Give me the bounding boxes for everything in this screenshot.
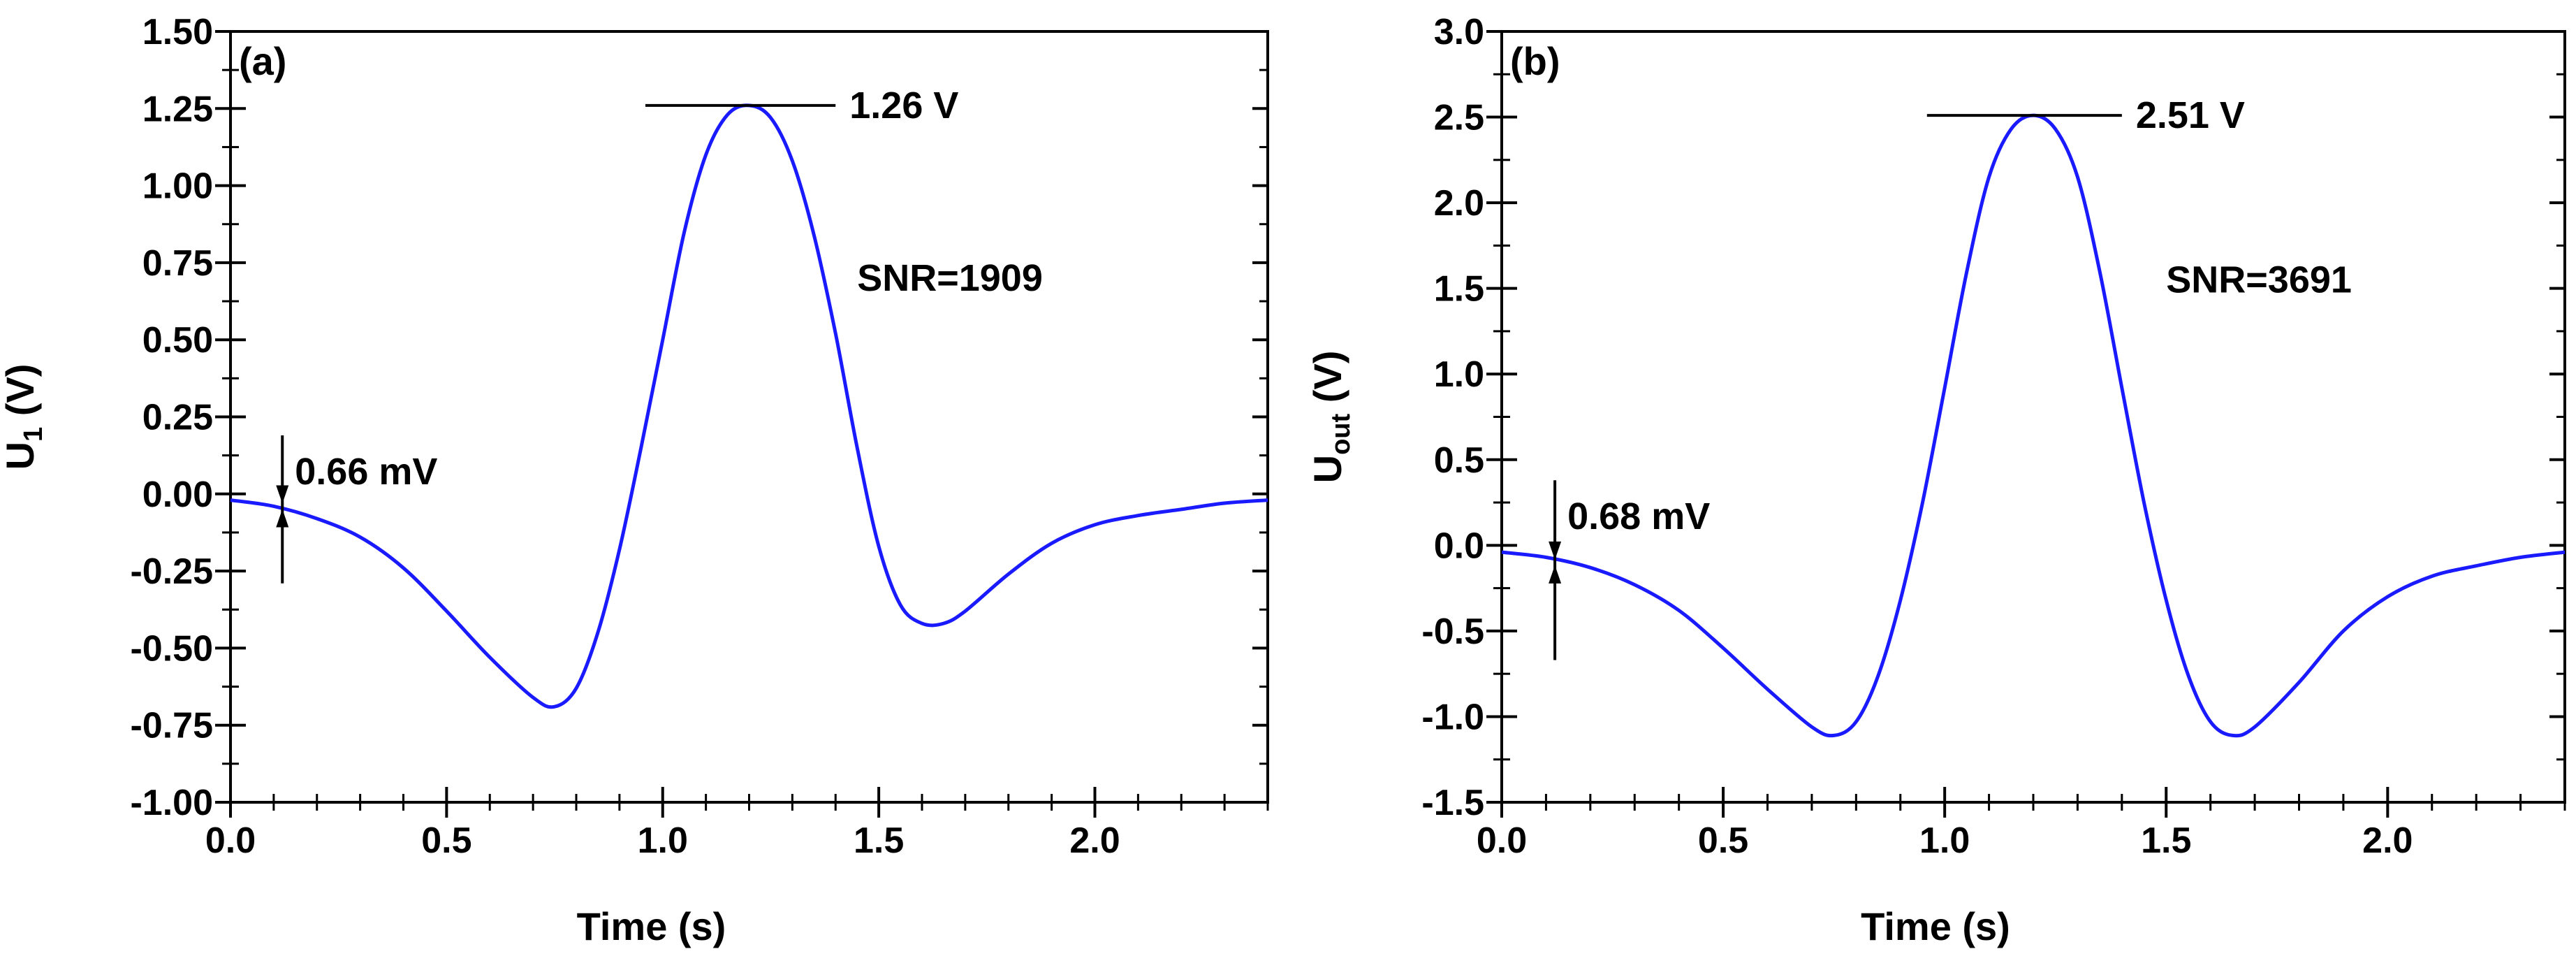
y-axis-title-unit: (V)	[1305, 351, 1349, 414]
y-tick-label: 2.0	[1434, 183, 1484, 224]
y-tick-label: 1.00	[142, 166, 213, 207]
y-axis-title-main: U	[1305, 455, 1349, 483]
noise-label: 0.66 mV	[295, 451, 437, 493]
y-tick-label: 1.5	[1434, 269, 1484, 310]
plot-frame	[1500, 30, 2566, 804]
x-tick-label: 0.0	[1477, 820, 1527, 861]
noise-arrow-down	[1549, 541, 1562, 560]
series-line-U1	[230, 103, 1268, 709]
y-axis-title-subscript: out	[1326, 413, 1356, 454]
plot-frame	[229, 30, 1269, 804]
y-axis-title: Uout (V)	[1305, 351, 1356, 484]
y-tick-label: 1.50	[142, 12, 213, 52]
y-axis-title: U1 (V)	[0, 364, 48, 470]
series-line-Uout	[1501, 113, 2566, 738]
chart-panel-b: 0.0 0.5 1.0 1.5 2.0 -1.5 -1.0 -0.5 0.0 0.5 1.0 1.5 2…	[1305, 12, 2566, 948]
y-tick-label: -0.5	[1421, 611, 1484, 652]
y-tick-label: 3.0	[1434, 12, 1484, 52]
x-tick-label: 2.0	[2362, 820, 2413, 861]
y-tick-label: 0.0	[1434, 526, 1484, 566]
y-tick-label: 0.00	[142, 475, 213, 515]
y-tick-label: 1.25	[142, 89, 213, 129]
y-axis-title-unit: (V)	[0, 364, 42, 427]
x-tick-label: 1.5	[854, 820, 904, 861]
x-tick-label: 1.0	[638, 820, 688, 861]
x-axis-title: Time (s)	[1861, 904, 2010, 948]
y-tick-label: 2.5	[1434, 98, 1484, 138]
noise-arrow-up	[276, 509, 289, 528]
y-tick-label: -0.25	[130, 551, 213, 592]
noise-arrow-up	[1549, 565, 1562, 584]
y-tick-label: -0.50	[130, 628, 213, 669]
y-axis-title-subscript: 1	[19, 427, 48, 442]
y-tick-label: 0.75	[142, 243, 213, 284]
x-tick-label: 1.0	[1919, 820, 1970, 861]
peak-label: 2.51 V	[2136, 94, 2245, 136]
x-axis-title: Time (s)	[577, 904, 726, 948]
x-tick-label: 0.5	[1698, 820, 1748, 861]
x-tick-label: 0.0	[205, 820, 256, 861]
y-tick-label: -1.5	[1421, 783, 1484, 823]
x-tick-label: 0.5	[421, 820, 471, 861]
panel-label: (b)	[1510, 39, 1560, 83]
y-tick-label: 0.5	[1434, 440, 1484, 481]
noise-arrow-down	[276, 485, 289, 504]
peak-label: 1.26 V	[849, 85, 958, 126]
panel-label: (a)	[239, 39, 286, 83]
x-tick-label: 2.0	[1069, 820, 1120, 861]
y-axis-title-main: U	[0, 442, 42, 470]
y-tick-label: 0.25	[142, 398, 213, 438]
y-tick-label: -0.75	[130, 706, 213, 746]
snr-label: SNR=1909	[857, 257, 1043, 299]
chart-panel-a: 0.0 0.5 1.0 1.5 2.0 -1.00 -0.75 -0.50 -0.25 0.00 0…	[0, 12, 1269, 948]
noise-label: 0.68 mV	[1567, 495, 1710, 537]
snr-label: SNR=3691	[2166, 259, 2352, 301]
y-tick-label: 1.0	[1434, 354, 1484, 395]
y-tick-label: -1.00	[130, 783, 213, 823]
y-tick-label: 0.50	[142, 320, 213, 361]
x-tick-label: 1.5	[2141, 820, 2191, 861]
y-tick-label: -1.0	[1421, 697, 1484, 737]
